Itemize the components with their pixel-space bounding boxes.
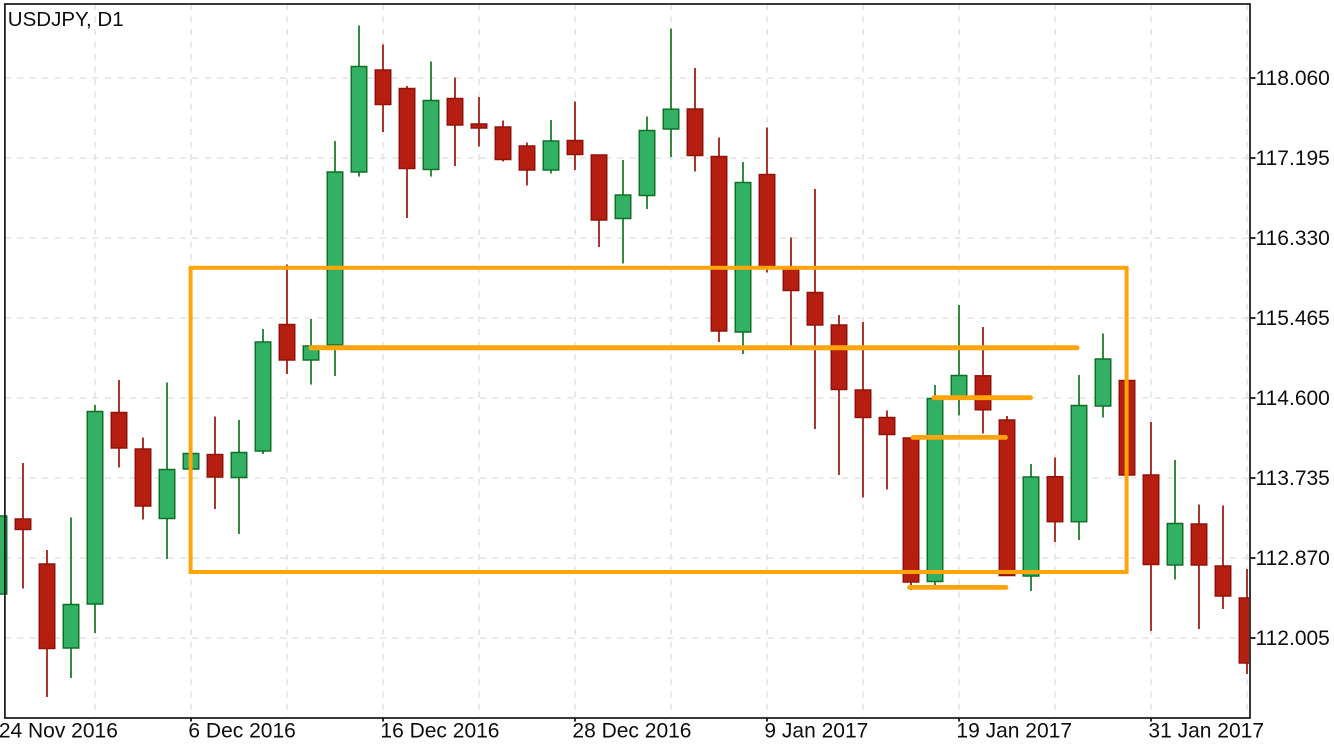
svg-text:116.330: 116.330	[1256, 227, 1330, 250]
svg-text:31 Jan 2017: 31 Jan 2017	[1148, 720, 1264, 743]
svg-text:9 Jan 2017: 9 Jan 2017	[764, 720, 868, 743]
svg-text:114.600: 114.600	[1256, 387, 1330, 410]
svg-text:USDJPY, D1: USDJPY, D1	[8, 8, 124, 31]
svg-text:112.005: 112.005	[1256, 627, 1330, 650]
svg-text:24 Nov 2016: 24 Nov 2016	[0, 720, 118, 743]
svg-text:115.465: 115.465	[1256, 307, 1330, 330]
svg-text:19 Jan 2017: 19 Jan 2017	[956, 720, 1072, 743]
svg-text:112.870: 112.870	[1256, 547, 1330, 570]
svg-text:6 Dec 2016: 6 Dec 2016	[188, 720, 295, 743]
svg-text:28 Dec 2016: 28 Dec 2016	[572, 720, 691, 743]
svg-text:118.060: 118.060	[1256, 67, 1330, 90]
svg-text:16 Dec 2016: 16 Dec 2016	[380, 720, 499, 743]
svg-text:117.195: 117.195	[1256, 147, 1330, 170]
svg-text:113.735: 113.735	[1256, 467, 1330, 490]
